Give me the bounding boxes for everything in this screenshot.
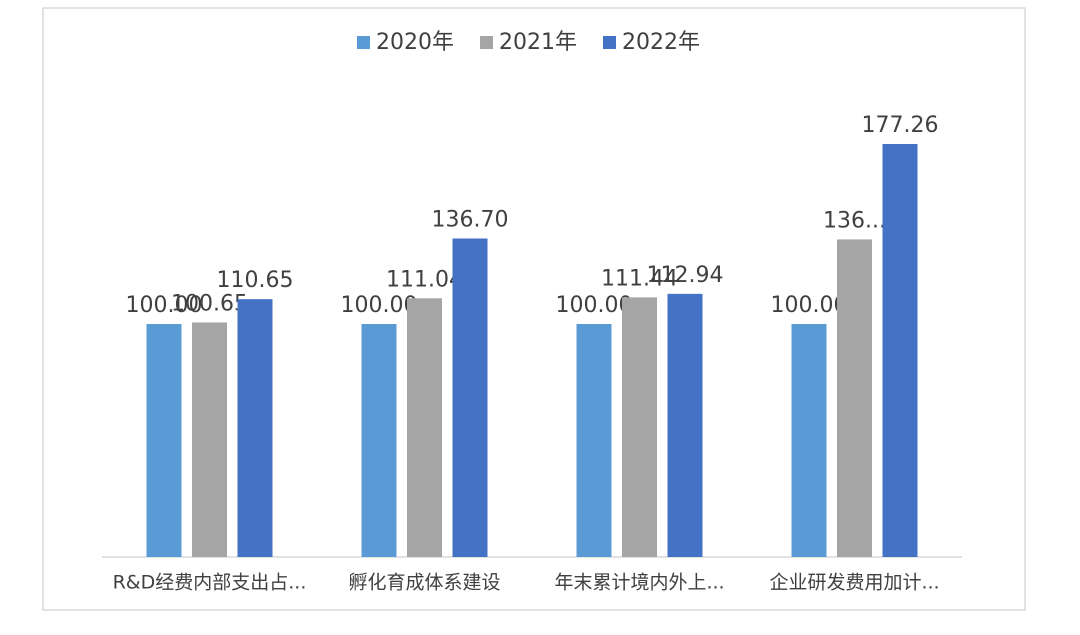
x-tick-label: R&D经费内部支出占... xyxy=(113,572,307,594)
bar xyxy=(361,324,397,557)
data-label: 111.04 xyxy=(386,267,463,292)
data-label: 100.65 xyxy=(171,291,248,316)
bar xyxy=(146,324,182,557)
data-label: 110.65 xyxy=(217,268,294,293)
legend-label: 2020年 xyxy=(376,30,454,55)
legend-label: 2021年 xyxy=(499,30,577,55)
bar xyxy=(407,298,442,557)
bar xyxy=(576,324,612,557)
x-tick-label: 企业研发费用加计... xyxy=(769,572,939,594)
bar xyxy=(791,324,827,557)
bar xyxy=(837,239,872,557)
data-label: 136.70 xyxy=(432,207,509,232)
x-tick-label: 年末累计境内外上... xyxy=(554,572,724,594)
bar xyxy=(882,143,918,558)
legend-swatch xyxy=(357,36,370,49)
data-label: 136... xyxy=(823,208,886,233)
legend-swatch xyxy=(603,36,616,49)
data-label: 177.26 xyxy=(862,113,939,138)
data-label: 100.00 xyxy=(341,293,418,318)
data-label: 100.00 xyxy=(556,293,633,318)
bar xyxy=(192,322,227,557)
legend-swatch xyxy=(480,36,493,49)
bar xyxy=(452,238,488,557)
bar xyxy=(622,297,657,557)
data-label: 100.00 xyxy=(771,293,848,318)
bar xyxy=(237,299,273,557)
data-label: 112.94 xyxy=(647,263,724,288)
x-tick-label: 孵化育成体系建设 xyxy=(348,572,500,594)
data-label: 100.00 xyxy=(126,293,203,318)
data-label: 111.44 xyxy=(601,266,678,291)
legend-label: 2022年 xyxy=(622,30,700,55)
bar xyxy=(667,293,703,557)
